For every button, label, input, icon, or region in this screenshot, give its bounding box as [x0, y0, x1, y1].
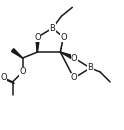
Text: O: O [71, 54, 78, 63]
Text: O: O [0, 73, 7, 82]
Polygon shape [12, 49, 23, 58]
Text: O: O [19, 67, 26, 76]
Text: O: O [71, 73, 78, 82]
Polygon shape [60, 52, 75, 60]
Text: B: B [87, 63, 93, 73]
Text: O: O [34, 33, 41, 42]
Text: B: B [49, 24, 55, 33]
Polygon shape [35, 37, 39, 52]
Text: O: O [60, 33, 67, 42]
